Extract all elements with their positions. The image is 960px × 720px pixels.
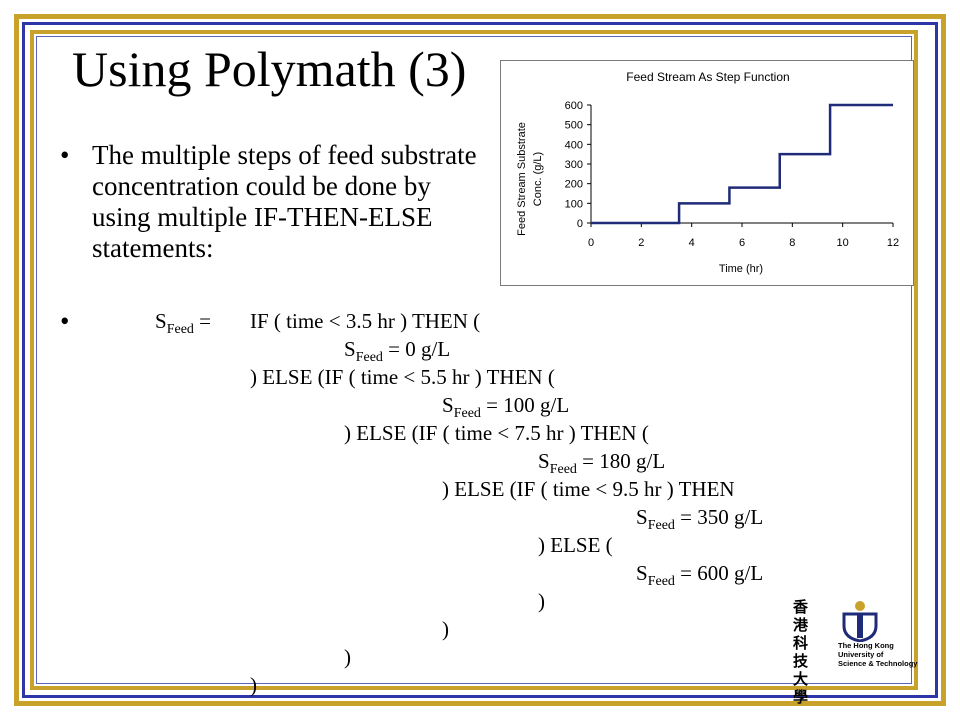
code-var: S (344, 337, 356, 361)
code-value: = 100 g/L (480, 393, 570, 417)
code-line: ) (538, 589, 545, 613)
chart-y-tick-label: 0 (577, 218, 583, 230)
chart-ylabel-1: Feed Stream Substrate (516, 122, 528, 236)
chart-title: Feed Stream As Step Function (626, 70, 789, 84)
chart-xlabel: Time (hr) (719, 263, 763, 275)
chart-y-tick-label: 300 (565, 159, 583, 171)
chart-y-tick-label: 200 (565, 179, 583, 191)
code-line: ) (344, 645, 351, 669)
crest-bar (857, 614, 863, 638)
feed-step-chart: Feed Stream As Step Function Feed Stream… (500, 60, 914, 286)
chart-x-tick-label: 2 (638, 237, 644, 249)
blue-border (22, 22, 938, 698)
code-lhs-main: S (155, 309, 167, 333)
code-lhs-sub: Feed (166, 322, 194, 337)
code-var: S (636, 561, 648, 585)
code-value: = 600 g/L (674, 561, 764, 585)
chart-y-tick-label: 600 (565, 100, 583, 112)
chart-x-tick-label: 0 (588, 237, 594, 249)
chart-series-line (591, 103, 893, 225)
code-var: S (442, 393, 454, 417)
code-line: SFeed = 180 g/L (538, 448, 666, 477)
chart-x-tick-label: 4 (689, 237, 695, 249)
code-line: SFeed = 350 g/L (636, 504, 764, 533)
crest-sun (855, 601, 865, 611)
code-var-sub: Feed (355, 350, 383, 365)
outer-gold-border (14, 14, 946, 706)
slide-title: Using Polymath (3) (72, 41, 467, 97)
code-var-sub: Feed (549, 462, 577, 477)
code-line: ) ELSE (IF ( time < 7.5 hr ) THEN ( (344, 421, 649, 445)
code-line: ) (442, 617, 449, 641)
code-var-sub: Feed (647, 574, 675, 589)
chart-y-tick-label: 100 (565, 198, 583, 210)
chart-x-tick-label: 8 (789, 237, 795, 249)
hkust-cjk-logotype: 香港科技大學 (793, 598, 809, 706)
chart-ylabel-2: Conc. (g/L) (532, 152, 544, 206)
code-line: ) ELSE (IF ( time < 9.5 hr ) THEN (442, 477, 735, 501)
hkust-crest-icon (842, 601, 878, 642)
code-line: SFeed = 600 g/L (636, 560, 764, 589)
chart-y-tick-label: 500 (565, 120, 583, 132)
inner-gold-border (30, 30, 918, 690)
chart-x-tick-label: 12 (887, 237, 899, 249)
code-lhs-eq: = (193, 309, 211, 333)
chart-x-tick-label: 10 (837, 237, 849, 249)
bullet-1-text: The multiple steps of feed substrate con… (92, 140, 477, 263)
code-line: IF ( time < 3.5 hr ) THEN ( (250, 309, 481, 333)
code-line: ) (250, 673, 257, 697)
code-value: = 0 g/L (382, 337, 451, 361)
code-var: S (538, 449, 550, 473)
chart-x-tick-label: 6 (739, 237, 745, 249)
code-line: ) ELSE (IF ( time < 5.5 hr ) THEN ( (250, 365, 555, 389)
code-line: SFeed = 0 g/L (344, 336, 451, 365)
bullet-1-marker: • (60, 140, 70, 170)
code-value: = 180 g/L (576, 449, 666, 473)
code-var-sub: Feed (453, 406, 481, 421)
chart-y-tick-label: 400 (565, 139, 583, 151)
chart-svg: Feed Stream As Step Function Feed Stream… (516, 70, 899, 275)
bullet-2-marker: • (60, 306, 70, 336)
code-var: S (636, 505, 648, 529)
logo-line-2: University of (838, 650, 884, 659)
code-line: SFeed = 100 g/L (442, 392, 570, 421)
code-value: = 350 g/L (674, 505, 764, 529)
hkust-logo-text: The Hong Kong University of Science & Te… (838, 641, 917, 668)
code-lhs: SFeed = (155, 308, 211, 337)
inner-thin-border (36, 36, 912, 684)
code-line: ) ELSE ( (538, 533, 613, 557)
logo-line-3: Science & Technology (838, 659, 918, 668)
code-var-sub: Feed (647, 518, 675, 533)
logo-line-1: The Hong Kong (838, 641, 894, 650)
